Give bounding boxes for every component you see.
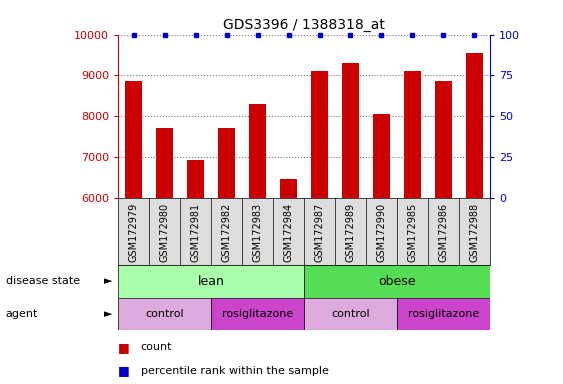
Title: GDS3396 / 1388318_at: GDS3396 / 1388318_at [223, 18, 385, 32]
Bar [404, 71, 421, 198]
Text: GSM172990: GSM172990 [377, 203, 386, 262]
Text: obese: obese [378, 275, 415, 288]
Bar [304, 265, 490, 298]
Bar [397, 298, 490, 330]
Text: GSM172980: GSM172980 [160, 203, 169, 262]
Text: GSM172982: GSM172982 [222, 203, 231, 262]
Bar [280, 179, 297, 198]
Text: ■: ■ [118, 341, 130, 354]
Text: GSM172988: GSM172988 [470, 203, 479, 262]
Text: agent: agent [6, 309, 38, 319]
Text: GSM172983: GSM172983 [253, 203, 262, 262]
Bar [466, 53, 483, 198]
Text: GSM172979: GSM172979 [129, 203, 138, 262]
Bar [156, 128, 173, 198]
Text: control: control [331, 309, 370, 319]
Text: GSM172987: GSM172987 [315, 203, 324, 262]
Bar [311, 71, 328, 198]
Text: ►: ► [104, 276, 113, 286]
Text: GSM172984: GSM172984 [284, 203, 293, 262]
Text: GSM172985: GSM172985 [408, 203, 417, 262]
Text: ►: ► [104, 309, 113, 319]
Bar [435, 81, 452, 198]
Bar [118, 298, 211, 330]
Bar [211, 298, 304, 330]
Text: count: count [141, 343, 172, 353]
Bar [218, 128, 235, 198]
Text: rosiglitazone: rosiglitazone [222, 309, 293, 319]
Text: GSM172981: GSM172981 [191, 203, 200, 262]
Text: lean: lean [198, 275, 225, 288]
Bar [304, 298, 397, 330]
Bar [373, 114, 390, 198]
Bar [125, 81, 142, 198]
Bar [342, 63, 359, 198]
Text: disease state: disease state [6, 276, 80, 286]
Text: rosiglitazone: rosiglitazone [408, 309, 479, 319]
Text: GSM172986: GSM172986 [439, 203, 448, 262]
Bar [249, 104, 266, 198]
Bar [118, 265, 304, 298]
Text: control: control [145, 309, 184, 319]
Text: ■: ■ [118, 364, 130, 377]
Text: GSM172989: GSM172989 [346, 203, 355, 262]
Bar [187, 160, 204, 198]
Text: percentile rank within the sample: percentile rank within the sample [141, 366, 329, 376]
